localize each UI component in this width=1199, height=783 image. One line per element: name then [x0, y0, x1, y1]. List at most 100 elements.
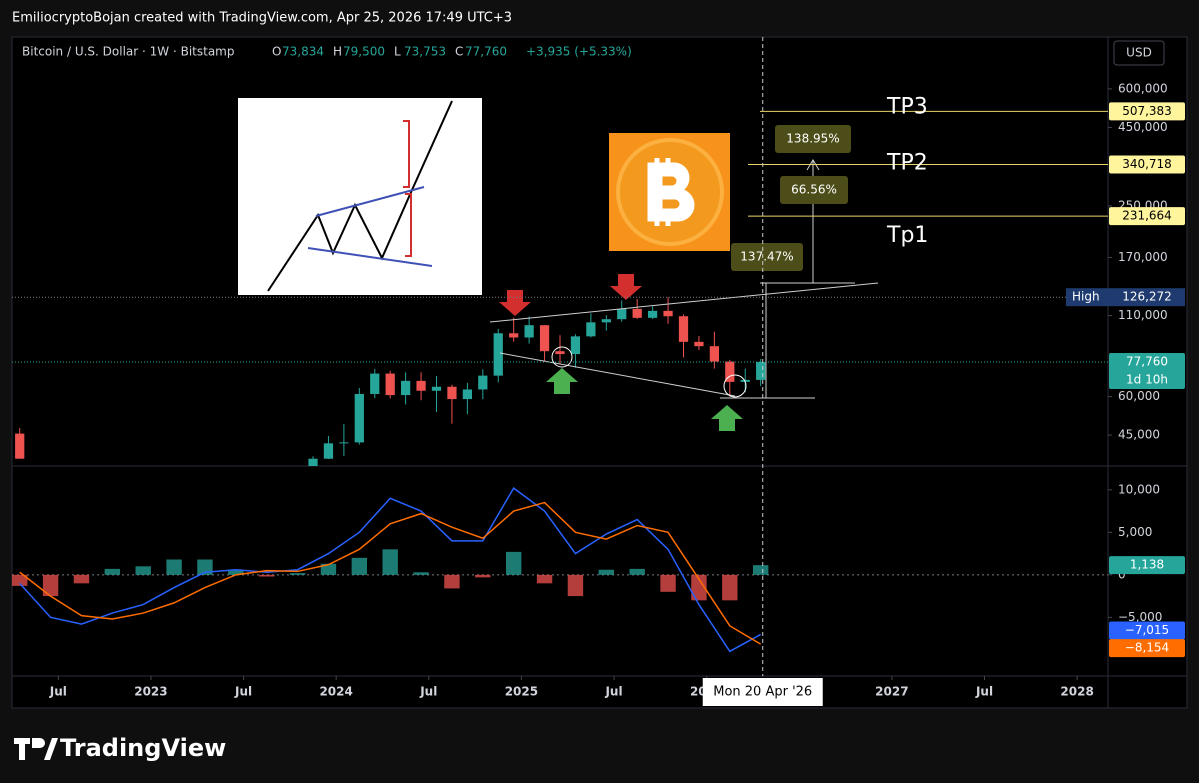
candle-body: [709, 346, 719, 362]
legend: Bitcoin / U.S. Dollar · 1W · Bitstamp O 73…: [22, 45, 632, 59]
candle-body: [756, 361, 766, 380]
candle-body: [647, 310, 658, 318]
y-tick-label: 45,000: [1118, 428, 1160, 442]
x-tick-label: Jul: [419, 685, 437, 699]
target-price: 231,664: [1122, 209, 1172, 223]
histogram-bar: [660, 574, 676, 592]
ohlc-value: 79,500: [343, 45, 385, 59]
candle-body: [524, 325, 534, 338]
high-name: High: [1072, 290, 1100, 304]
logo-glyph: [647, 158, 695, 226]
chart-frame: [11, 36, 1188, 709]
annotation: 138.95%: [786, 132, 839, 146]
target-price-box: [1109, 102, 1185, 121]
candle-body: [509, 333, 519, 338]
series-last-box: [1109, 621, 1185, 640]
annotation-box: [780, 176, 848, 204]
y-tick-label: 10,000: [1118, 482, 1160, 496]
candle-body: [586, 322, 596, 337]
histogram-bar: [413, 572, 429, 575]
annotation: 137.47%: [740, 250, 793, 264]
target-name: TP2: [886, 151, 928, 176]
macd-pane: [12, 487, 1108, 653]
inset-line: [307, 247, 433, 267]
candle-body: [694, 341, 704, 347]
histogram-bar: [567, 574, 584, 597]
logo-mark: [14, 738, 58, 760]
histogram-bar: [629, 568, 645, 575]
high-box: [1066, 288, 1185, 307]
y-tick-label: 450,000: [1118, 120, 1168, 134]
candle-body: [385, 373, 395, 396]
logo-text: TradingView: [60, 734, 226, 762]
ohlc-key: O: [272, 45, 281, 59]
candle-body: [339, 442, 349, 444]
currency[interactable]: USD: [1126, 46, 1152, 60]
x-tick-label: Jul: [49, 685, 67, 699]
series-last: −8,154: [1125, 641, 1169, 655]
target-name: TP3: [886, 94, 928, 119]
inset-measure: [405, 193, 412, 257]
candle-body: [617, 308, 627, 320]
histogram-bar: [536, 574, 553, 584]
candle-body: [462, 389, 473, 400]
x-tick-label: Jul: [234, 685, 252, 699]
annotation: 66.56%: [791, 183, 837, 197]
change: +3,935 (+5.33%): [526, 45, 632, 59]
axes: 45,00060,000110,000170,000250,000450,000…: [49, 81, 1185, 706]
candle-body: [431, 386, 442, 391]
down-arrow: [499, 290, 531, 316]
y-tick-label: 5,000: [1118, 525, 1152, 539]
candle-body: [493, 333, 503, 376]
macd-line: [19, 487, 762, 653]
histogram-last-box: [1109, 556, 1185, 575]
y-tick-label: 600,000: [1118, 81, 1168, 95]
high-price: 126,272: [1122, 290, 1172, 304]
histogram-bar: [104, 568, 121, 575]
last-price: 77,760: [1126, 354, 1168, 368]
candle-body: [632, 308, 642, 318]
crosshair-label-box: [702, 678, 823, 706]
wedge-bottom: [499, 352, 736, 397]
y-tick-label: −5,000: [1118, 610, 1162, 624]
touch-circle: [551, 346, 573, 368]
ohlc-key: C: [455, 45, 463, 59]
candle-body: [370, 373, 380, 394]
candle-body: [323, 443, 334, 459]
histogram-bar: [444, 574, 460, 589]
histogram-bar: [382, 549, 398, 575]
currency-button[interactable]: [1113, 40, 1165, 66]
candle-body: [447, 386, 457, 400]
histogram-last: 1,138: [1130, 558, 1164, 572]
ohlc-value: 77,760: [465, 45, 507, 59]
histogram-bar: [42, 574, 59, 597]
histogram-bar: [197, 559, 213, 575]
footer-logo: TradingView: [14, 734, 226, 762]
series-last-box: [1109, 639, 1185, 658]
histogram-bar: [73, 574, 90, 584]
ohlc-value: 73,834: [282, 45, 324, 59]
ohlc-key: H: [333, 45, 342, 59]
candle-body: [401, 380, 411, 396]
x-tick-label: Jul: [604, 685, 622, 699]
wedge-top: [489, 282, 879, 323]
legend-title: Bitcoin / U.S. Dollar · 1W · Bitstamp: [22, 45, 234, 59]
ohlc-value: 73,753: [404, 45, 446, 59]
histogram-bar: [135, 566, 151, 575]
price-pane: [15, 297, 766, 466]
histogram-bar: [12, 574, 28, 586]
arrows: [499, 274, 743, 431]
candle-body: [539, 325, 550, 352]
histogram-bar: [228, 569, 244, 575]
touch-circle: [723, 374, 747, 398]
histogram-bar: [722, 574, 738, 601]
candle-body: [663, 310, 673, 317]
target-price: 340,718: [1122, 157, 1172, 171]
candle-body: [555, 351, 565, 355]
histogram-bar: [259, 574, 275, 577]
x-tick-label: 2024: [319, 685, 352, 699]
crosshair-label: Mon 20 Apr '26: [713, 685, 812, 700]
arrow-head: [806, 159, 820, 171]
up-arrow: [546, 368, 578, 394]
